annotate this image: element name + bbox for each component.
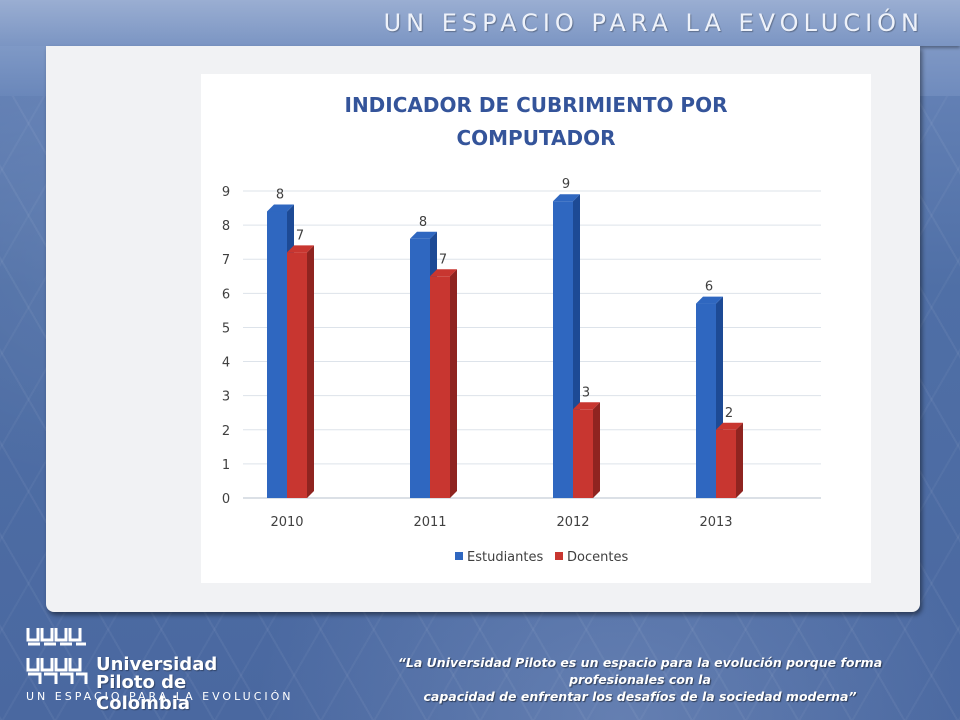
x-tick-label: 2010 bbox=[270, 515, 303, 530]
bar-estudiantes bbox=[696, 303, 716, 498]
university-logo: Universidad Piloto de Colombia UN ESPACI… bbox=[26, 626, 291, 714]
data-label: 6 bbox=[705, 280, 713, 295]
bar-side bbox=[307, 245, 314, 498]
header-title: UN ESPACIO PARA LA EVOLUCIÓN bbox=[383, 9, 924, 37]
chart-title-line2: COMPUTADOR bbox=[456, 126, 615, 150]
data-label: 8 bbox=[276, 187, 284, 202]
bar-top bbox=[410, 231, 437, 239]
y-tick-label: 2 bbox=[222, 424, 230, 439]
bar-top bbox=[553, 194, 580, 202]
bar-top bbox=[716, 422, 743, 430]
bar-top bbox=[696, 296, 723, 304]
x-tick-label: 2013 bbox=[699, 515, 732, 530]
bar-side bbox=[450, 269, 457, 498]
y-tick-label: 0 bbox=[222, 492, 230, 507]
y-tick-label: 7 bbox=[222, 253, 230, 268]
bars: 8 7 8 7 9 3 6 2 bbox=[267, 177, 743, 498]
header-bar: UN ESPACIO PARA LA EVOLUCIÓN bbox=[0, 0, 960, 46]
legend-label: Estudiantes bbox=[467, 550, 543, 565]
x-axis-ticks: 2010 2011 2012 2013 bbox=[270, 515, 732, 530]
bar-top bbox=[267, 204, 294, 212]
y-tick-label: 6 bbox=[222, 287, 230, 302]
bar-side bbox=[593, 402, 600, 498]
bar-chart: INDICADOR DE CUBRIMIENTO POR COMPUTADOR … bbox=[222, 93, 821, 565]
chart-title-line1: INDICADOR DE CUBRIMIENTO POR bbox=[345, 93, 728, 117]
bar-estudiantes bbox=[267, 211, 287, 498]
y-axis-ticks: 0 1 2 3 4 5 6 7 8 9 bbox=[222, 185, 230, 507]
bar-docentes bbox=[716, 429, 736, 498]
footer-quote: “La Universidad Piloto es un espacio par… bbox=[360, 654, 920, 705]
bar-top bbox=[287, 245, 314, 253]
bar-docentes bbox=[287, 252, 307, 498]
legend-swatch bbox=[555, 552, 563, 560]
logo-maze-icon bbox=[26, 628, 88, 684]
data-label: 3 bbox=[582, 385, 590, 400]
data-label: 7 bbox=[296, 228, 304, 243]
y-tick-label: 3 bbox=[222, 390, 230, 405]
legend: Estudiantes Docentes bbox=[455, 550, 628, 565]
bar-estudiantes bbox=[410, 238, 430, 498]
chart-container: INDICADOR DE CUBRIMIENTO POR COMPUTADOR … bbox=[201, 74, 871, 583]
y-tick-label: 9 bbox=[222, 185, 230, 200]
x-tick-label: 2011 bbox=[413, 515, 446, 530]
y-tick-label: 4 bbox=[222, 356, 230, 371]
y-tick-label: 8 bbox=[222, 219, 230, 234]
quote-line-2: capacidad de enfrentar los desafíos de l… bbox=[423, 689, 857, 704]
bar-top bbox=[430, 269, 457, 277]
quote-line-1: “La Universidad Piloto es un espacio par… bbox=[397, 655, 883, 687]
y-tick-label: 1 bbox=[222, 458, 230, 473]
legend-label: Docentes bbox=[567, 550, 628, 565]
university-name-line1: Universidad bbox=[96, 654, 218, 675]
university-name-line2: Piloto de Colombia bbox=[96, 672, 191, 714]
legend-swatch bbox=[455, 552, 463, 560]
data-label: 7 bbox=[439, 252, 447, 267]
gridlines bbox=[243, 190, 821, 499]
bar-docentes bbox=[430, 276, 450, 498]
data-label: 8 bbox=[419, 215, 427, 230]
university-tagline: UN ESPACIO PARA LA EVOLUCIÓN bbox=[26, 690, 294, 703]
bar-docentes bbox=[573, 409, 593, 498]
bar-side bbox=[736, 422, 743, 498]
y-tick-label: 5 bbox=[222, 321, 230, 336]
bar-estudiantes bbox=[553, 201, 573, 498]
bar-top bbox=[573, 402, 600, 410]
data-label: 2 bbox=[725, 406, 733, 421]
x-tick-label: 2012 bbox=[556, 515, 589, 530]
data-label: 9 bbox=[562, 177, 570, 192]
